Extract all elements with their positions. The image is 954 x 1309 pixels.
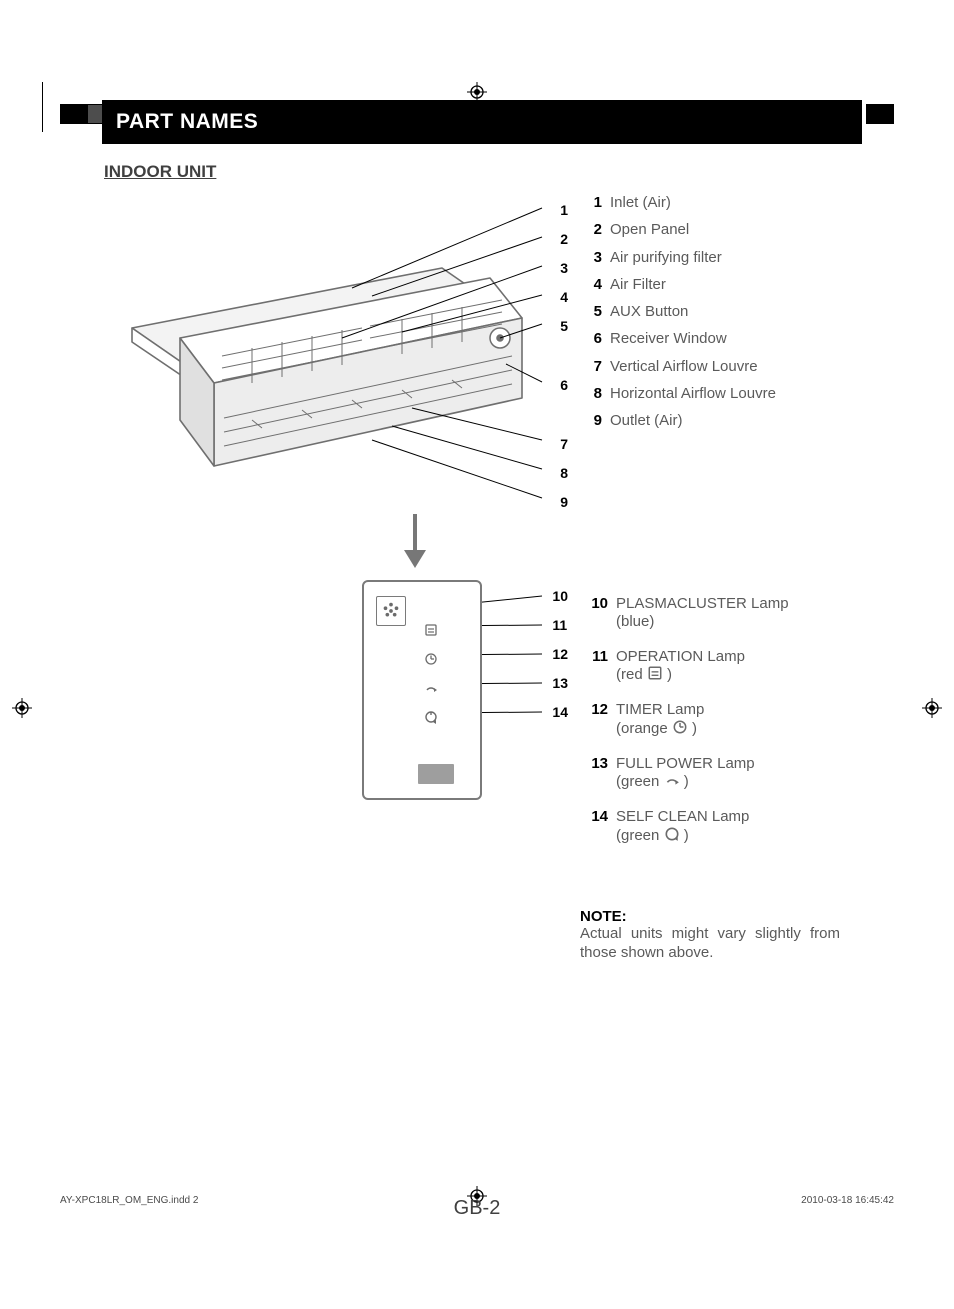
part-sub: (green ) (616, 772, 862, 790)
part-item: 7 Vertical Airflow Louvre (580, 358, 862, 375)
part-desc: Horizontal Airflow Louvre (610, 385, 862, 402)
callout-num: 4 (560, 283, 568, 312)
footer-timestamp: 2010-03-18 16:45:42 (801, 1195, 894, 1206)
part-item: 4 Air Filter (580, 276, 862, 293)
part-item: 5 AUX Button (580, 303, 862, 320)
part-number: 8 (580, 385, 602, 402)
callout-num: 8 (560, 459, 568, 488)
part-item: 10PLASMACLUSTER Lamp(blue) (580, 595, 862, 630)
indicator-panel (362, 580, 482, 800)
part-sub: (green ) (616, 826, 862, 844)
parts-list-bottom: 10PLASMACLUSTER Lamp(blue)11OPERATION La… (580, 595, 862, 844)
callout-num: 13 (552, 669, 568, 698)
part-number: 14 (580, 808, 608, 844)
callout-num: 1 (560, 196, 568, 225)
callout-num: 6 (560, 371, 568, 400)
part-number: 2 (580, 221, 602, 238)
footer-filename: AY-XPC18LR_OM_ENG.indd 2 (60, 1195, 198, 1206)
callout-num: 10 (552, 582, 568, 611)
op-icon (647, 665, 663, 679)
indoor-unit-diagram: 1 2 3 4 5 6 7 8 9 (102, 188, 562, 508)
part-desc: SELF CLEAN Lamp(green ) (616, 808, 862, 844)
part-number: 11 (580, 648, 608, 684)
part-desc: AUX Button (610, 303, 862, 320)
selfclean-lamp-icon (424, 710, 438, 724)
part-sub: (orange ) (616, 719, 862, 737)
clean-icon (664, 826, 680, 840)
callout-num: 9 (560, 488, 568, 517)
part-item: 14SELF CLEAN Lamp(green ) (580, 808, 862, 844)
page-body: PART NAMES INDOOR UNIT (42, 60, 912, 1240)
part-item: 1 Inlet (Air) (580, 194, 862, 211)
part-number: 12 (580, 701, 608, 737)
callout-num: 14 (552, 698, 568, 727)
callout-num: 3 (560, 254, 568, 283)
note-heading: NOTE: (580, 908, 862, 925)
part-number: 9 (580, 412, 602, 429)
part-item: 9 Outlet (Air) (580, 412, 862, 429)
part-desc: Open Panel (610, 221, 862, 238)
timer-lamp-icon (424, 652, 438, 666)
callout-num: 11 (552, 611, 568, 640)
fullpower-lamp-icon (424, 681, 438, 695)
registration-mark-icon (12, 698, 32, 718)
part-desc: TIMER Lamp(orange ) (616, 701, 862, 737)
part-number: 5 (580, 303, 602, 320)
part-item: 2 Open Panel (580, 221, 862, 238)
callout-numbers-bottom: 10 11 12 13 14 (552, 582, 568, 727)
callout-num: 5 (560, 312, 568, 341)
part-desc: PLASMACLUSTER Lamp(blue) (616, 595, 862, 630)
section-title: PART NAMES (102, 100, 862, 144)
footer-metadata: AY-XPC18LR_OM_ENG.indd 2 2010-03-18 16:4… (60, 1195, 894, 1206)
registration-mark-icon (922, 698, 942, 718)
part-item: 13FULL POWER Lamp(green ) (580, 755, 862, 791)
arrow-down-icon (402, 514, 428, 570)
part-item: 3 Air purifying filter (580, 249, 862, 266)
part-desc: Inlet (Air) (610, 194, 862, 211)
power-icon (664, 772, 680, 786)
plasmacluster-icon (376, 596, 406, 626)
callout-num: 2 (560, 225, 568, 254)
indicator-panel-diagram: 10 11 12 13 14 (102, 580, 562, 800)
parts-list-top: 1 Inlet (Air) 2 Open Panel 3 Air purifying fi… (580, 194, 862, 429)
part-number: 6 (580, 330, 602, 347)
part-number: 13 (580, 755, 608, 791)
part-number: 1 (580, 194, 602, 211)
part-desc: Receiver Window (610, 330, 862, 347)
callout-num: 7 (560, 430, 568, 459)
part-desc: Air Filter (610, 276, 862, 293)
part-number: 7 (580, 358, 602, 375)
part-sub: (red ) (616, 665, 862, 683)
part-desc: OPERATION Lamp(red ) (616, 648, 862, 684)
part-item: 8 Horizontal Airflow Louvre (580, 385, 862, 402)
upper-content-row: 1 2 3 4 5 6 7 8 9 (102, 188, 862, 962)
note-body: Actual units might vary slightly from th… (580, 925, 840, 963)
callout-numbers-top: 1 2 3 4 5 6 7 8 9 (560, 196, 568, 517)
timer-icon (672, 719, 688, 733)
part-item: 12TIMER Lamp(orange ) (580, 701, 862, 737)
part-item: 6 Receiver Window (580, 330, 862, 347)
part-desc: Vertical Airflow Louvre (610, 358, 862, 375)
operation-lamp-icon (424, 623, 438, 637)
part-desc: Air purifying filter (610, 249, 862, 266)
part-sub: (blue) (616, 613, 862, 630)
part-desc: Outlet (Air) (610, 412, 862, 429)
part-number: 10 (580, 595, 608, 630)
part-desc: FULL POWER Lamp(green ) (616, 755, 862, 791)
callout-num: 12 (552, 640, 568, 669)
receiver-window (418, 764, 454, 784)
part-item: 11OPERATION Lamp(red ) (580, 648, 862, 684)
part-number: 4 (580, 276, 602, 293)
section-subheading: INDOOR UNIT (104, 162, 862, 182)
part-number: 3 (580, 249, 602, 266)
